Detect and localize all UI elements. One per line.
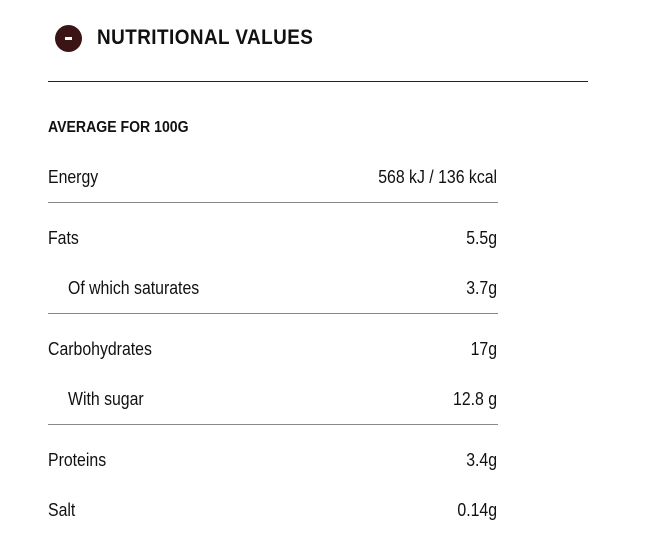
- row-label: Proteins: [48, 450, 107, 470]
- collapse-icon[interactable]: [55, 25, 82, 52]
- row-value: 568 kJ / 136 kcal: [378, 167, 497, 187]
- sub-value: 12.8 g: [452, 389, 497, 409]
- section-title[interactable]: NUTRITIONAL VALUES: [97, 26, 314, 49]
- row-value: 3.4g: [466, 450, 497, 470]
- sub-label: With sugar: [68, 389, 144, 409]
- table-heading: AVERAGE FOR 100G: [48, 119, 189, 136]
- row-value: 0.14g: [457, 500, 497, 520]
- row-label: Carbohydrates: [48, 339, 152, 359]
- row-label: Fats: [48, 228, 79, 248]
- row-value: 17g: [470, 339, 497, 359]
- row-divider: [48, 313, 498, 314]
- row-divider: [48, 202, 498, 203]
- row-divider: [48, 424, 498, 425]
- divider: [48, 81, 588, 82]
- sub-label: Of which saturates: [68, 278, 200, 298]
- row-value: 5.5g: [466, 228, 497, 248]
- row-label: Energy: [48, 167, 99, 187]
- row-label: Salt: [48, 500, 76, 520]
- sub-value: 3.7g: [466, 278, 497, 298]
